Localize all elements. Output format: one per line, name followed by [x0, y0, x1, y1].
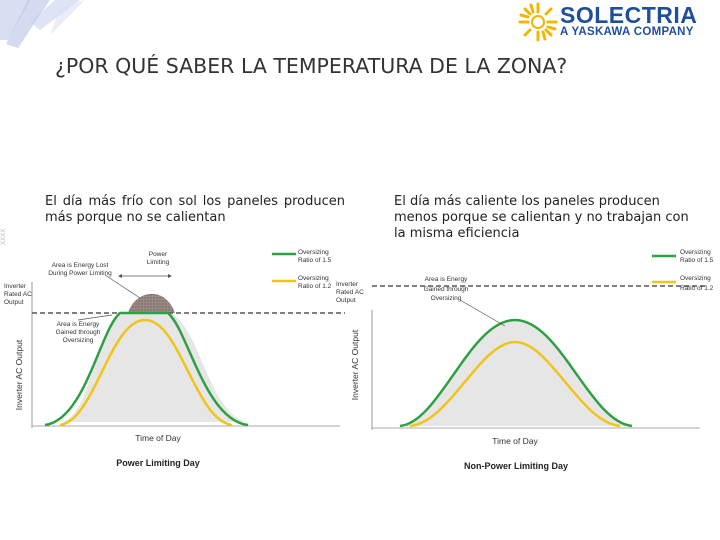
- left-gained-pointer: [77, 314, 113, 321]
- right-gained-label-1: Area is Energy: [425, 276, 468, 283]
- right-limit-label-2: Rated AC: [336, 289, 364, 296]
- right-limit-label-3: Output: [336, 297, 356, 304]
- right-legend-label-1.2-a: Oversizing: [680, 275, 711, 282]
- right-ylabel: Inverter AC Output: [350, 329, 360, 400]
- logo-name: SOLECTRIA: [560, 2, 698, 28]
- right-limit-label-1: Inverter: [336, 281, 359, 288]
- right-chart: Inverter AC Output Inverter Rated AC Out…: [336, 249, 714, 471]
- right-gained-area: [400, 320, 632, 426]
- left-limit-label-3: Output: [4, 299, 24, 306]
- left-power-limit-label-1: Power: [149, 251, 168, 258]
- caption-left: El día más frío con sol los paneles prod…: [45, 194, 345, 225]
- left-lost-label-1: Area is Energy Lost: [52, 262, 109, 269]
- oversizing-charts: Inverter AC Output Inverter Rated AC Out…: [4, 249, 714, 471]
- left-power-limit-label-2: Limiting: [147, 259, 170, 266]
- left-gained-label-2: Gained through: [56, 329, 101, 336]
- left-gained-label-3: Oversizing: [63, 337, 94, 344]
- right-curve-1.5: [399, 318, 633, 428]
- left-legend-label-1.2-b: Ratio of 1.2: [298, 283, 332, 290]
- left-chart-caption: Power Limiting Day: [116, 458, 200, 468]
- left-limit-label-2: Rated AC: [4, 291, 32, 298]
- right-legend-label-1.5-b: Ratio of 1.5: [680, 257, 714, 264]
- left-legend-label-1.5-b: Ratio of 1.5: [298, 257, 332, 264]
- left-curve-1.2: [59, 318, 233, 427]
- sun-icon: [518, 2, 558, 42]
- left-legend-label-1.5-a: Oversizing: [298, 249, 329, 256]
- left-chart: Inverter AC Output Inverter Rated AC Out…: [4, 249, 345, 468]
- left-arrow-head-l: [118, 274, 122, 278]
- left-curve-1.5: [44, 311, 249, 427]
- right-gained-label-3: Oversizing: [431, 295, 462, 302]
- logo-tagline: A YASKAWA COMPANY: [560, 26, 694, 38]
- right-xlabel: Time of Day: [492, 436, 538, 446]
- solectria-logo: SOLECTRIA A YASKAWA COMPANY: [518, 2, 718, 42]
- right-legend-label-1.2-b: Ratio of 1.2: [680, 285, 714, 292]
- right-gained-label-2: Gained through: [424, 286, 469, 293]
- left-legend-label-1.2-a: Oversizing: [298, 275, 329, 282]
- left-arrow-head-r: [168, 274, 172, 278]
- right-gained-pointer: [459, 299, 506, 327]
- left-ylabel: Inverter AC Output: [14, 339, 24, 410]
- right-legend-label-1.5-a: Oversizing: [680, 249, 711, 256]
- left-lost-pointer: [104, 274, 141, 299]
- corner-decoration: [0, 0, 85, 48]
- left-gained-label-1: Area is Energy: [57, 321, 100, 328]
- right-curve-1.2: [409, 340, 621, 428]
- left-xlabel: Time of Day: [135, 433, 181, 443]
- left-limit-label-1: Inverter: [4, 283, 27, 290]
- right-chart-caption: Non-Power Limiting Day: [464, 461, 568, 471]
- page-title: ¿POR QUÉ SABER LA TEMPERATURA DE LA ZONA…: [55, 54, 568, 78]
- left-gained-area: [60, 313, 250, 422]
- caption-right: El día más caliente los paneles producen…: [394, 194, 689, 241]
- left-lost-label-2: During Power Limiting: [48, 270, 112, 277]
- left-lost-area: [128, 293, 175, 313]
